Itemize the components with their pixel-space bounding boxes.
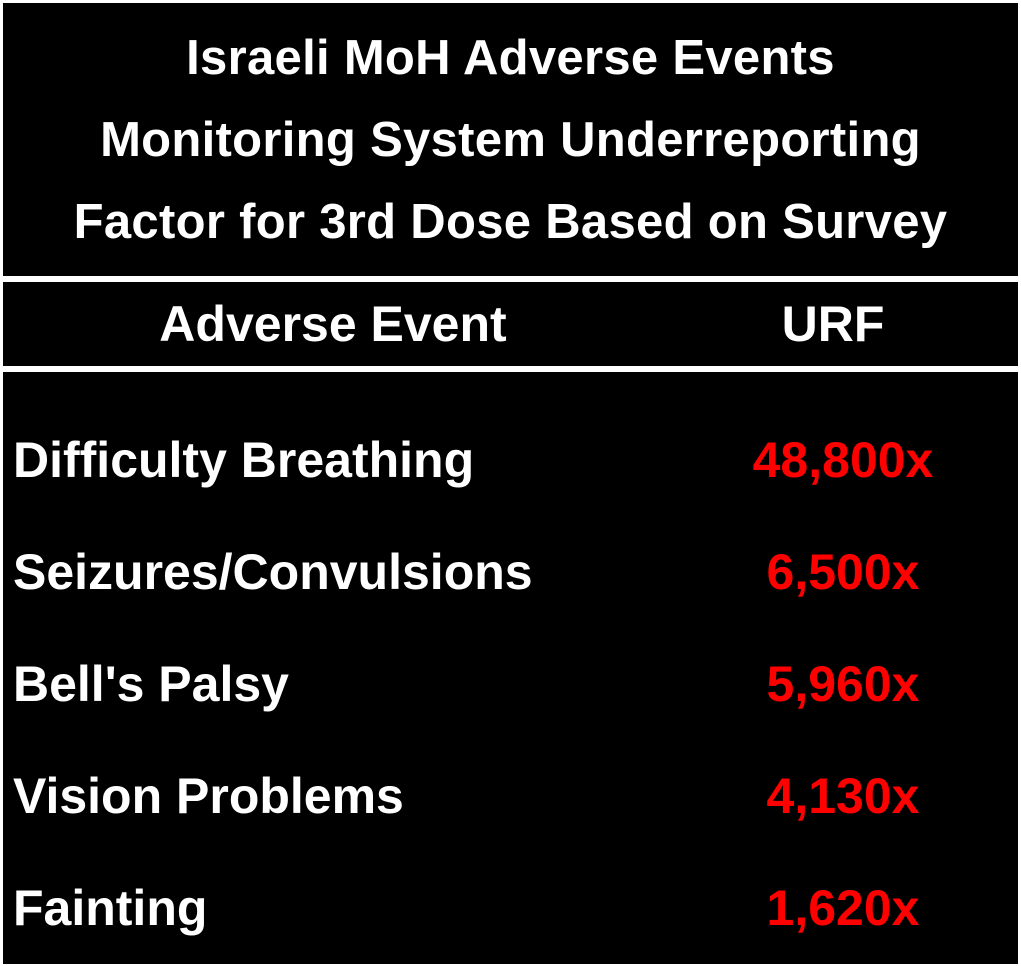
- table-row: Difficulty Breathing 48,800x: [3, 404, 1018, 516]
- row-urf-value: 5,960x: [766, 656, 920, 712]
- row-urf-value: 4,130x: [766, 768, 920, 824]
- table-row: Seizures/Convulsions 6,500x: [3, 516, 1018, 628]
- table-header: Adverse Event URF: [3, 282, 1018, 366]
- title-line-2: Monitoring System Underreporting: [100, 112, 921, 167]
- table-row: Fainting 1,620x: [3, 852, 1018, 964]
- title-line-3: Factor for 3rd Dose Based on Survey: [73, 194, 948, 249]
- row-event-label: Fainting: [13, 880, 208, 936]
- column-header-adverse-event: Adverse Event: [159, 296, 507, 352]
- title-line-1: Israeli MoH Adverse Events: [186, 30, 835, 85]
- row-event-label: Difficulty Breathing: [13, 432, 475, 488]
- table-row: Bell's Palsy 5,960x: [3, 628, 1018, 740]
- row-event-label: Vision Problems: [13, 768, 404, 824]
- row-urf-value: 1,620x: [766, 880, 920, 936]
- column-header-urf: URF: [781, 296, 885, 352]
- row-urf-value: 48,800x: [752, 432, 934, 488]
- row-urf-value: 6,500x: [766, 544, 920, 600]
- row-event-label: Seizures/Convulsions: [13, 544, 533, 600]
- table-body: Difficulty Breathing 48,800x Seizures/Conv…: [3, 372, 1018, 964]
- chart-title: Israeli MoH Adverse Events Monitoring Sy…: [3, 3, 1018, 276]
- row-event-label: Bell's Palsy: [13, 656, 289, 712]
- table-row: Vision Problems 4,130x: [3, 740, 1018, 852]
